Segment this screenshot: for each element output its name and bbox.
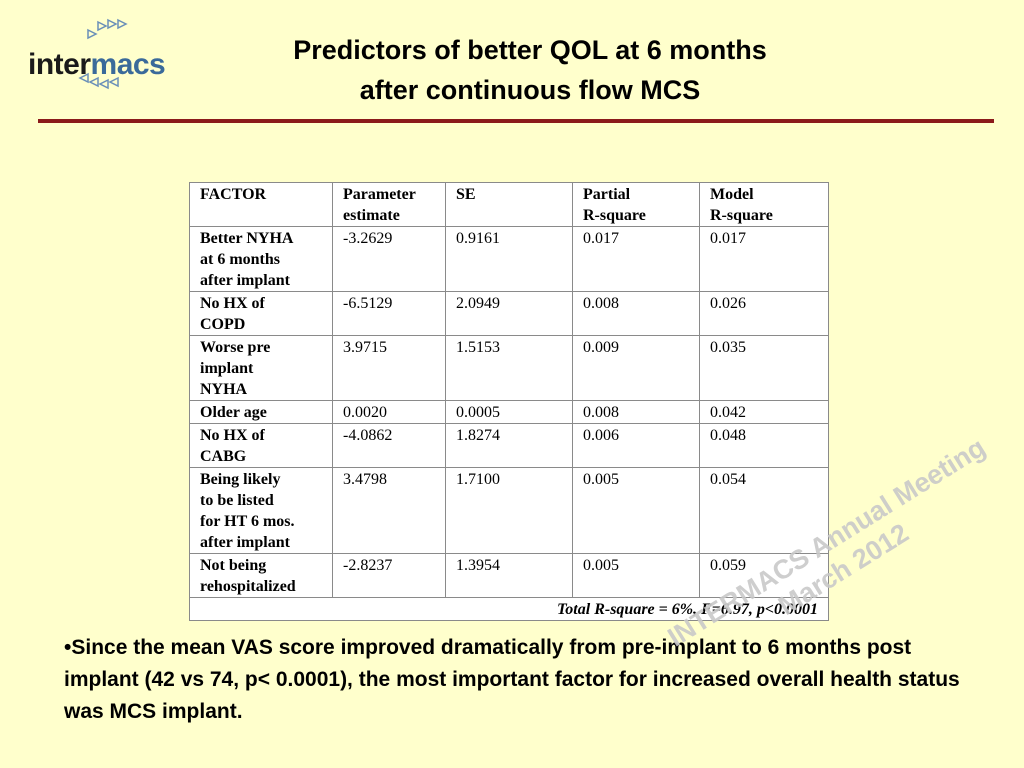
table-footer-row: Total R-square = 6%, F=6.97, p<0.0001 xyxy=(189,597,829,621)
cell-se: 1.5153 xyxy=(445,335,573,401)
cell-se: 1.3954 xyxy=(445,553,573,598)
cell-factor: Not being rehospitalized xyxy=(189,553,333,598)
table-row: Worse pre implant NYHA 3.9715 1.5153 0.009 0.0… xyxy=(189,335,829,401)
cell-estimate: 0.0020 xyxy=(332,400,446,424)
page-title: Predictors of better QOL at 6 months aft… xyxy=(200,30,860,110)
cell-partial: 0.009 xyxy=(572,335,700,401)
cell-factor: Better NYHA at 6 months after implant xyxy=(189,226,333,292)
table-row: Being likely to be listed for HT 6 mos. aft… xyxy=(189,467,829,554)
title-divider xyxy=(38,119,994,123)
cell-factor: Worse pre implant NYHA xyxy=(189,335,333,401)
total-r-square: Total R-square = 6%, F=6.97, p<0.0001 xyxy=(189,597,829,621)
summary-bullet: •Since the mean VAS score improved drama… xyxy=(64,636,960,723)
predictors-table: FACTOR Parameter estimate SE Partial R-squ… xyxy=(189,182,829,621)
cell-model: 0.048 xyxy=(699,423,829,468)
cell-factor: No HX of CABG xyxy=(189,423,333,468)
cell-partial: 0.005 xyxy=(572,553,700,598)
header-model-r-square: Model R-square xyxy=(699,182,829,227)
cell-se: 1.8274 xyxy=(445,423,573,468)
cell-estimate: 3.9715 xyxy=(332,335,446,401)
cell-model: 0.017 xyxy=(699,226,829,292)
logo-text: intermacs xyxy=(28,48,166,81)
cell-model: 0.042 xyxy=(699,400,829,424)
intermacs-logo: intermacs xyxy=(22,14,192,94)
cell-partial: 0.017 xyxy=(572,226,700,292)
cell-partial: 0.005 xyxy=(572,467,700,554)
table-row: Not being rehospitalized -2.8237 1.3954 0.00… xyxy=(189,553,829,598)
cell-factor: Older age xyxy=(189,400,333,424)
cell-se: 1.7100 xyxy=(445,467,573,554)
cell-estimate: -3.2629 xyxy=(332,226,446,292)
table-row: Older age 0.0020 0.0005 0.008 0.042 xyxy=(189,400,829,424)
cell-model: 0.059 xyxy=(699,553,829,598)
cell-factor: Being likely to be listed for HT 6 mos. aft… xyxy=(189,467,333,554)
cell-estimate: -4.0862 xyxy=(332,423,446,468)
header-parameter-estimate: Parameter estimate xyxy=(332,182,446,227)
cell-estimate: -6.5129 xyxy=(332,291,446,336)
cell-partial: 0.008 xyxy=(572,400,700,424)
title-line-2: after continuous flow MCS xyxy=(359,75,701,105)
header-factor: FACTOR xyxy=(189,182,333,227)
cell-model: 0.035 xyxy=(699,335,829,401)
header-se: SE xyxy=(445,182,573,227)
cell-factor: No HX of COPD xyxy=(189,291,333,336)
cell-se: 0.9161 xyxy=(445,226,573,292)
cell-estimate: -2.8237 xyxy=(332,553,446,598)
cell-partial: 0.008 xyxy=(572,291,700,336)
table-row: Better NYHA at 6 months after implant -3.26… xyxy=(189,226,829,292)
table-row: No HX of COPD -6.5129 2.0949 0.008 0.026 xyxy=(189,291,829,336)
cell-model: 0.054 xyxy=(699,467,829,554)
title-line-1: Predictors of better QOL at 6 months xyxy=(293,35,767,65)
table-header-row: FACTOR Parameter estimate SE Partial R-squ… xyxy=(189,182,829,227)
header-partial-r-square: Partial R-square xyxy=(572,182,700,227)
cell-se: 2.0949 xyxy=(445,291,573,336)
cell-estimate: 3.4798 xyxy=(332,467,446,554)
cell-se: 0.0005 xyxy=(445,400,573,424)
cell-partial: 0.006 xyxy=(572,423,700,468)
logo-arrows-icon xyxy=(78,18,128,90)
cell-model: 0.026 xyxy=(699,291,829,336)
table-row: No HX of CABG -4.0862 1.8274 0.006 0.048 xyxy=(189,423,829,468)
